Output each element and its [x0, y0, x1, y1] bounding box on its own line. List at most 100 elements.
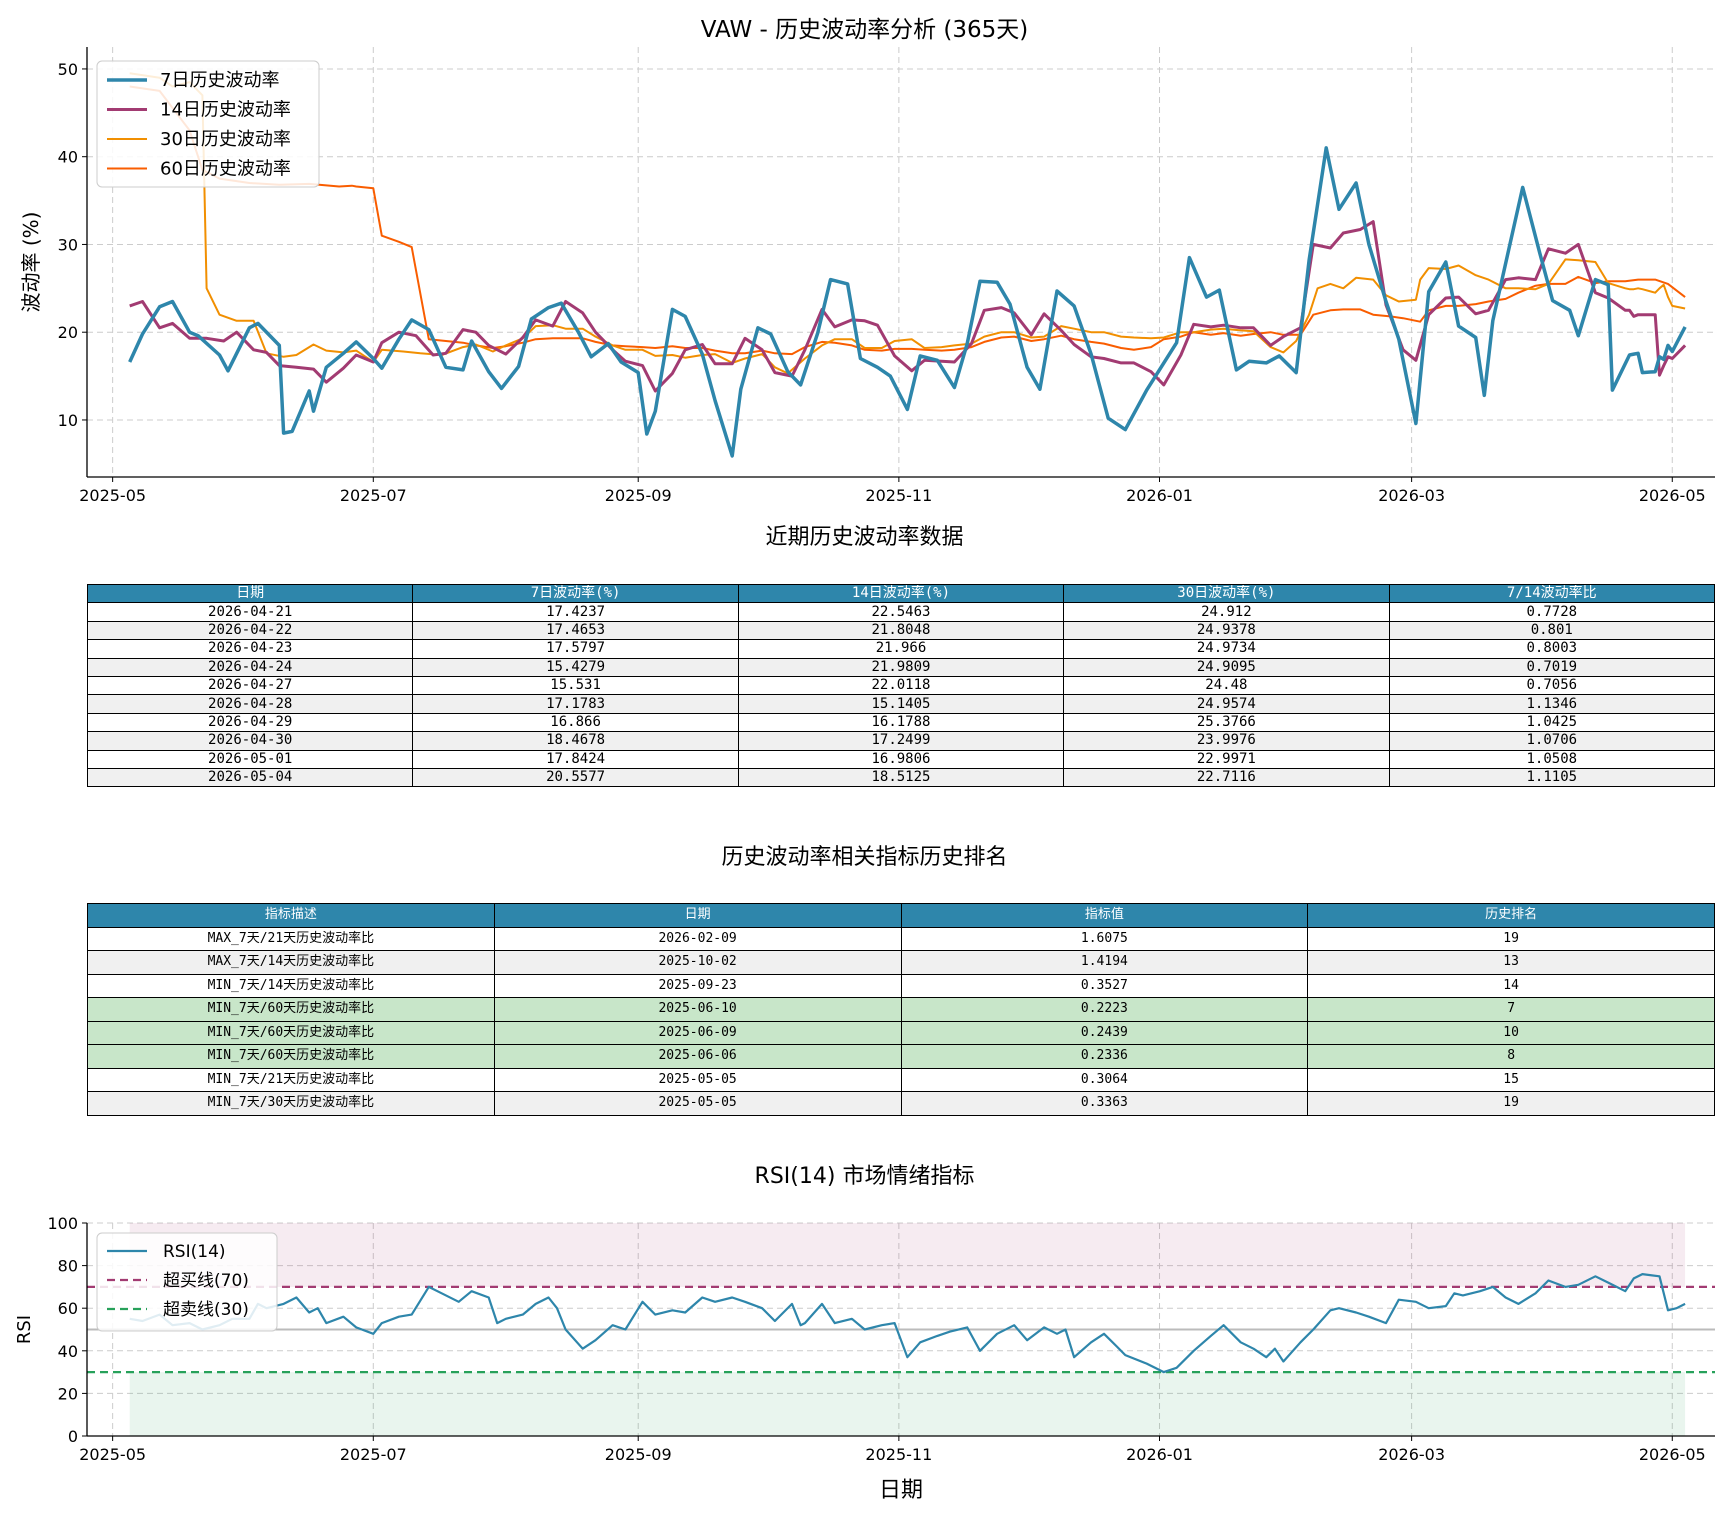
table1-cell: 15.531 [412, 675, 739, 696]
table1-row: 2026-05-01 17.8424 16.9806 22.9971 1.0508 [86, 749, 1716, 769]
table2-cell: 2025-05-05 [493, 1067, 902, 1092]
table1-header-cell: 30日波动率(%) [1063, 583, 1390, 604]
y-tick-label: 10 [58, 411, 78, 430]
table1-row: 2026-04-21 17.4237 22.5463 24.912 0.7728 [86, 602, 1716, 622]
overbought-zone [129, 1223, 1686, 1287]
table2-cell: 2025-06-10 [493, 997, 902, 1022]
table1-header-cell: 日期 [86, 583, 414, 604]
table2-title: 历史波动率相关指标历史排名 [721, 845, 1008, 870]
table2-cell: 0.3363 [900, 1091, 1309, 1116]
table1-cell: 0.7056 [1388, 675, 1716, 696]
table2-cell: MIN_7天/60天历史波动率比 [87, 1044, 495, 1069]
table1-cell: 24.9734 [1063, 639, 1390, 659]
table1-cell: 21.966 [737, 639, 1065, 659]
legend-label: 超卖线(30) [163, 1300, 249, 1320]
table1-cell: 2026-04-23 [86, 639, 414, 659]
table1-row: 2026-04-27 15.531 22.0118 24.48 0.7056 [86, 675, 1716, 696]
table1-cell: 17.1783 [412, 694, 739, 714]
x-tick-label: 2025-05 [79, 486, 146, 505]
table1-header-cell: 7日波动率(%) [412, 583, 739, 604]
rsi-line [129, 1273, 1686, 1374]
series-60d-line [129, 85, 1686, 356]
legend-label: 超买线(70) [163, 1271, 249, 1291]
table2-cell: 1.4194 [900, 950, 1309, 975]
table1-row: 2026-04-22 17.4653 21.8048 24.9378 0.801 [86, 620, 1716, 641]
oversold-zone [129, 1372, 1686, 1436]
rsi-legend: RSI(14) 超买线(70) 超卖线(30) [96, 1232, 278, 1332]
table1-cell: 21.9809 [737, 657, 1065, 677]
table1-cell: 25.3766 [1063, 712, 1390, 733]
y-axis-label: 波动率 (%) [19, 212, 43, 313]
x-tick-label: 2026-03 [1378, 486, 1445, 505]
table1-cell: 20.5577 [412, 767, 739, 788]
x-tick-label: 2025-11 [865, 1445, 932, 1464]
y-tick-label: 60 [58, 1299, 78, 1318]
table1-row: 2026-04-23 17.5797 21.966 24.9734 0.8003 [86, 639, 1716, 659]
x-tick-label: 2026-01 [1126, 1445, 1193, 1464]
table2-cell: MIN_7天/30天历史波动率比 [87, 1091, 495, 1116]
volatility-legend: 7日历史波动率 14日历史波动率 30日历史波动率 60日历史波动率 [96, 60, 320, 188]
table1-cell: 16.866 [412, 712, 739, 733]
table2-cell: 13 [1307, 950, 1715, 975]
table1-cell: 24.9574 [1063, 694, 1390, 714]
recent-volatility-table: 日期 7日波动率(%) 14日波动率(%) 30日波动率(%) 7/14波动率比 2026… [86, 583, 1716, 788]
table2-header-cell: 指标值 [900, 903, 1309, 928]
table2-cell: 2025-06-06 [493, 1044, 902, 1069]
table1-cell: 2026-04-30 [86, 731, 414, 751]
table1-cell: 1.1105 [1388, 767, 1716, 788]
table2-cell: 0.2439 [900, 1020, 1309, 1045]
y-tick-label: 0 [68, 1427, 78, 1446]
table2-cell: MIN_7天/21天历史波动率比 [87, 1067, 495, 1092]
table1-cell: 15.4279 [412, 657, 739, 677]
y-tick-label: 40 [58, 148, 78, 167]
x-tick-label: 2025-07 [340, 486, 407, 505]
table2-row: MIN_7天/14天历史波动率比 2025-09-23 0.3527 14 [87, 973, 1715, 998]
table1-cell: 22.5463 [737, 602, 1065, 622]
table2-row: MIN_7天/21天历史波动率比 2025-05-05 0.3064 15 [87, 1067, 1715, 1092]
table2-row: MIN_7天/30天历史波动率比 2025-05-05 0.3363 19 [87, 1091, 1715, 1116]
table1-cell: 16.9806 [737, 749, 1065, 769]
table2-header-cell: 日期 [493, 903, 902, 928]
table1-cell: 2026-04-28 [86, 694, 414, 714]
y-tick-label: 30 [58, 235, 78, 254]
table2-cell: 10 [1307, 1020, 1715, 1045]
ranking-table: 指标描述 日期 指标值 历史排名 MAX_7天/21天历史波动率比 2026-02-09 1… [87, 903, 1715, 1116]
legend-box [96, 60, 320, 188]
table2-cell: MAX_7天/21天历史波动率比 [87, 926, 495, 951]
table1-cell: 2026-05-01 [86, 749, 414, 769]
table1-cell: 1.0425 [1388, 712, 1716, 733]
y-tick-label: 20 [58, 323, 78, 342]
table1-cell: 24.9095 [1063, 657, 1390, 677]
table1-cell: 21.8048 [737, 620, 1065, 641]
table2-header-cell: 指标描述 [87, 903, 495, 928]
table1-row: 2026-04-28 17.1783 15.1405 24.9574 1.1346 [86, 694, 1716, 714]
table2-cell: 7 [1307, 997, 1715, 1022]
y-tick-label: 50 [58, 60, 78, 79]
x-tick-label: 2025-09 [605, 486, 672, 505]
table1-cell: 1.1346 [1388, 694, 1716, 714]
x-tick-label: 2026-03 [1378, 1445, 1445, 1464]
table1-cell: 2026-04-27 [86, 675, 414, 696]
legend-label: 60日历史波动率 [160, 159, 291, 180]
table2-row: MAX_7天/14天历史波动率比 2025-10-02 1.4194 13 [87, 950, 1715, 975]
x-tick-label: 2025-05 [79, 1445, 146, 1464]
x-tick-label: 2025-09 [605, 1445, 672, 1464]
table1-cell: 1.0706 [1388, 731, 1716, 751]
legend-label: 30日历史波动率 [160, 129, 291, 150]
table1-cell: 1.0508 [1388, 749, 1716, 769]
table1-cell: 22.7116 [1063, 767, 1390, 788]
figure-title: VAW - 历史波动率分析 (365天) [700, 17, 1029, 43]
table2-cell: 15 [1307, 1067, 1715, 1092]
table2-cell: 0.3064 [900, 1067, 1309, 1092]
table2-row: MIN_7天/60天历史波动率比 2025-06-10 0.2223 7 [87, 997, 1715, 1022]
volatility-axes [87, 47, 1715, 477]
table1-cell: 23.9976 [1063, 731, 1390, 751]
table2-cell: MIN_7天/14天历史波动率比 [87, 973, 495, 998]
table2-cell: 2026-02-09 [493, 926, 902, 951]
table1-cell: 24.9378 [1063, 620, 1390, 641]
table2-row: MIN_7天/60天历史波动率比 2025-06-06 0.2336 8 [87, 1044, 1715, 1069]
table1-header-row: 日期 7日波动率(%) 14日波动率(%) 30日波动率(%) 7/14波动率比 [86, 583, 1716, 604]
table2-header-cell: 历史排名 [1307, 903, 1715, 928]
